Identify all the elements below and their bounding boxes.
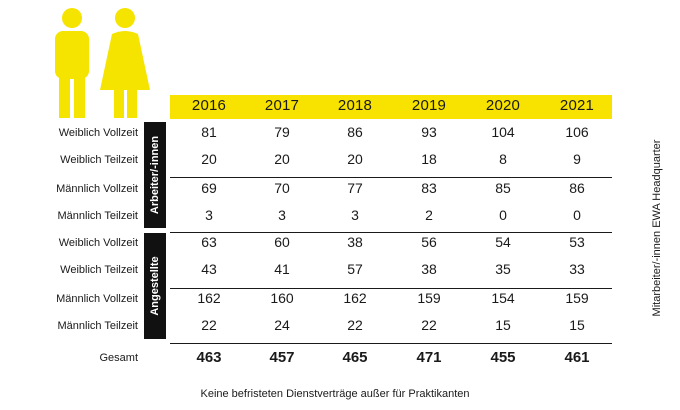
row-label: Weiblich Vollzeit [58,237,138,249]
total-cell: 455 [490,349,516,366]
male-figure-icon [55,8,89,118]
table-cell: 33 [569,261,585,277]
row-divider [170,232,612,233]
table-cell: 35 [495,261,511,277]
table-cell: 43 [201,261,217,277]
total-cell: 463 [196,349,222,366]
table-cell: 2 [425,207,433,223]
year-header-band [170,95,612,119]
row-divider [170,288,612,289]
table-cell: 86 [347,124,363,140]
table-cell: 24 [274,317,290,333]
table-cell: 8 [499,151,507,167]
footnote: Keine befristeten Dienstverträge außer f… [200,388,470,400]
side-axis-label: Mitarbeiter/-innen EWA Headquarter [651,139,663,317]
table-cell: 54 [495,234,511,250]
total-cell: 457 [269,349,295,366]
table-cell: 162 [197,290,221,306]
row-divider [170,343,612,344]
table-cell: 69 [201,180,217,196]
gender-figures-svg [55,8,150,118]
row-label: Männlich Teilzeit [57,320,138,332]
table-cell: 57 [347,261,363,277]
table-cell: 20 [347,151,363,167]
total-cell: 461 [564,349,590,366]
table-cell: 41 [274,261,290,277]
table-cell: 79 [274,124,290,140]
row-label: Männlich Vollzeit [56,183,138,195]
table-cell: 3 [278,207,286,223]
table-cell: 85 [495,180,511,196]
table-cell: 22 [201,317,217,333]
row-label: Männlich Vollzeit [56,293,138,305]
table-cell: 104 [491,124,515,140]
table-cell: 53 [569,234,585,250]
year-header-cell: 2019 [411,97,447,114]
year-header-cell: 2016 [191,97,227,114]
year-header-cell: 2017 [264,97,300,114]
row-label: Weiblich Vollzeit [58,127,138,139]
year-header-cell: 2021 [559,97,595,114]
table-cell: 15 [495,317,511,333]
year-header-cell: 2020 [485,97,521,114]
table-cell: 63 [201,234,217,250]
table-cell: 159 [417,290,441,306]
row-label: Weiblich Teilzeit [60,264,138,276]
table-cell: 56 [421,234,437,250]
table-cell: 162 [343,290,367,306]
total-cell: 465 [342,349,368,366]
table-cell: 3 [351,207,359,223]
table-cell: 18 [421,151,437,167]
table-cell: 83 [421,180,437,196]
table-cell: 81 [201,124,217,140]
female-figure-icon [100,8,150,118]
table-cell: 106 [565,124,589,140]
total-cell: 471 [416,349,442,366]
table-cell: 20 [274,151,290,167]
table-cell: 38 [421,261,437,277]
table-cell: 15 [569,317,585,333]
group-label: Angestellte [149,256,161,316]
table-cell: 20 [201,151,217,167]
year-header-cell: 2018 [337,97,373,114]
row-divider [170,177,612,178]
table-cell: 22 [347,317,363,333]
group-label-box: Angestellte [144,233,166,339]
group-label-box: Arbeiter/-innen [144,122,166,228]
table-cell: 70 [274,180,290,196]
table-cell: 0 [499,207,507,223]
table-cell: 86 [569,180,585,196]
table-cell: 60 [274,234,290,250]
table-cell: 22 [421,317,437,333]
group-label: Arbeiter/-innen [149,135,161,215]
table-cell: 3 [205,207,213,223]
table-cell: 38 [347,234,363,250]
row-label: Weiblich Teilzeit [60,154,138,166]
table-cell: 77 [347,180,363,196]
table-cell: 9 [573,151,581,167]
table-cell: 0 [573,207,581,223]
gender-figures [50,6,160,118]
table-cell: 154 [491,290,515,306]
row-label: Männlich Teilzeit [57,210,138,222]
table-cell: 160 [270,290,294,306]
table-cell: 93 [421,124,437,140]
table-cell: 159 [565,290,589,306]
total-row-label: Gesamt [99,352,138,364]
